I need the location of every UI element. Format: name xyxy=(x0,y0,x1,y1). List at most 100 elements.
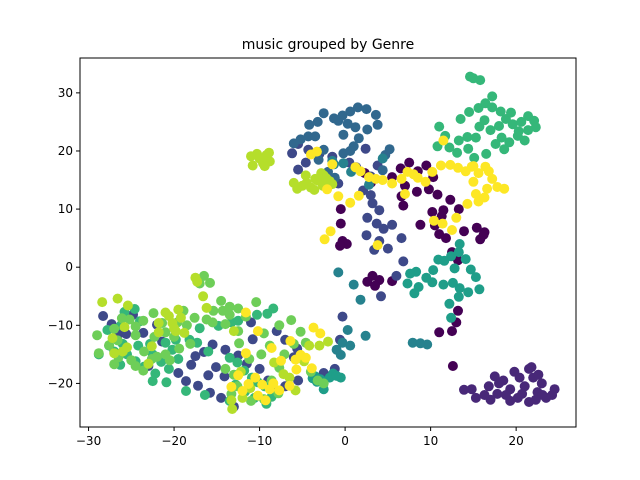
data-point xyxy=(286,315,297,326)
data-point xyxy=(396,233,407,244)
data-point xyxy=(313,154,324,165)
data-point xyxy=(322,184,333,195)
data-point xyxy=(353,133,364,144)
data-point xyxy=(153,327,164,338)
data-point xyxy=(174,343,185,354)
data-point xyxy=(311,146,322,157)
y-tick-label: 0 xyxy=(65,260,73,274)
data-point xyxy=(224,301,235,312)
data-point xyxy=(109,323,120,334)
data-point xyxy=(201,302,212,313)
data-point xyxy=(173,354,184,364)
data-point xyxy=(398,256,409,267)
data-point xyxy=(211,362,221,373)
data-point xyxy=(447,277,458,288)
data-point xyxy=(470,132,481,143)
data-point xyxy=(304,340,315,351)
data-point xyxy=(246,395,256,406)
chart-title: music grouped by Genre xyxy=(242,37,414,53)
data-point xyxy=(243,379,254,389)
data-point xyxy=(285,336,296,346)
data-point xyxy=(147,376,158,387)
data-point xyxy=(247,160,258,171)
data-point xyxy=(304,119,315,130)
data-point xyxy=(274,385,285,396)
data-point xyxy=(284,372,295,383)
data-points xyxy=(92,71,560,414)
data-point xyxy=(391,270,402,281)
data-point xyxy=(163,363,174,374)
data-point xyxy=(470,392,481,403)
data-point xyxy=(428,265,439,276)
data-point xyxy=(533,369,544,380)
data-point xyxy=(377,165,388,176)
data-point xyxy=(452,147,463,158)
data-point xyxy=(506,107,516,118)
data-point xyxy=(161,377,172,388)
data-point xyxy=(199,390,210,400)
x-axis: −30 −20 −10 0 10 20 xyxy=(76,427,524,448)
data-point xyxy=(407,337,418,348)
data-point xyxy=(319,234,330,245)
data-point xyxy=(247,334,258,345)
data-point xyxy=(353,190,364,201)
data-point xyxy=(124,314,135,325)
data-point xyxy=(436,211,447,222)
data-point xyxy=(335,349,346,360)
data-point xyxy=(220,344,231,355)
data-point xyxy=(333,267,344,278)
data-point xyxy=(463,143,474,154)
data-point xyxy=(464,107,475,117)
data-point xyxy=(250,372,261,383)
x-tick-label: 0 xyxy=(341,434,349,448)
y-tick-label: 30 xyxy=(58,86,73,100)
data-point xyxy=(404,157,415,168)
data-point xyxy=(499,183,510,194)
data-point xyxy=(233,370,244,381)
data-point xyxy=(423,184,434,195)
data-point xyxy=(345,197,356,208)
data-point xyxy=(463,287,474,298)
data-point xyxy=(220,363,231,374)
data-point xyxy=(377,175,388,185)
data-point xyxy=(338,129,349,140)
y-tick-label: 10 xyxy=(58,202,73,216)
data-point xyxy=(362,212,373,223)
data-point xyxy=(337,311,348,322)
data-point xyxy=(478,229,489,240)
data-point xyxy=(361,104,372,115)
data-point xyxy=(487,102,498,113)
data-point xyxy=(499,144,510,155)
data-point xyxy=(519,381,530,392)
data-point xyxy=(321,173,332,184)
data-point xyxy=(295,134,306,145)
data-point xyxy=(232,357,243,368)
data-point xyxy=(549,384,560,395)
data-point xyxy=(284,380,295,391)
data-point xyxy=(126,355,137,366)
data-point xyxy=(345,340,356,351)
data-point xyxy=(449,263,460,274)
data-point xyxy=(537,390,548,400)
data-point xyxy=(427,166,438,177)
data-point xyxy=(300,157,311,168)
data-point xyxy=(175,312,186,323)
data-point xyxy=(411,186,422,197)
data-point xyxy=(173,368,184,378)
data-point xyxy=(422,339,433,350)
data-point xyxy=(469,152,480,163)
data-point xyxy=(415,219,426,230)
data-point xyxy=(519,135,530,146)
data-point xyxy=(504,137,515,148)
data-point xyxy=(444,298,455,309)
data-point xyxy=(219,371,230,382)
data-point xyxy=(150,368,161,379)
data-point xyxy=(487,173,498,184)
data-point xyxy=(402,278,413,289)
data-point xyxy=(119,322,130,333)
data-point xyxy=(143,358,154,369)
data-point xyxy=(364,179,374,190)
data-point xyxy=(352,102,363,113)
data-point xyxy=(474,284,485,295)
